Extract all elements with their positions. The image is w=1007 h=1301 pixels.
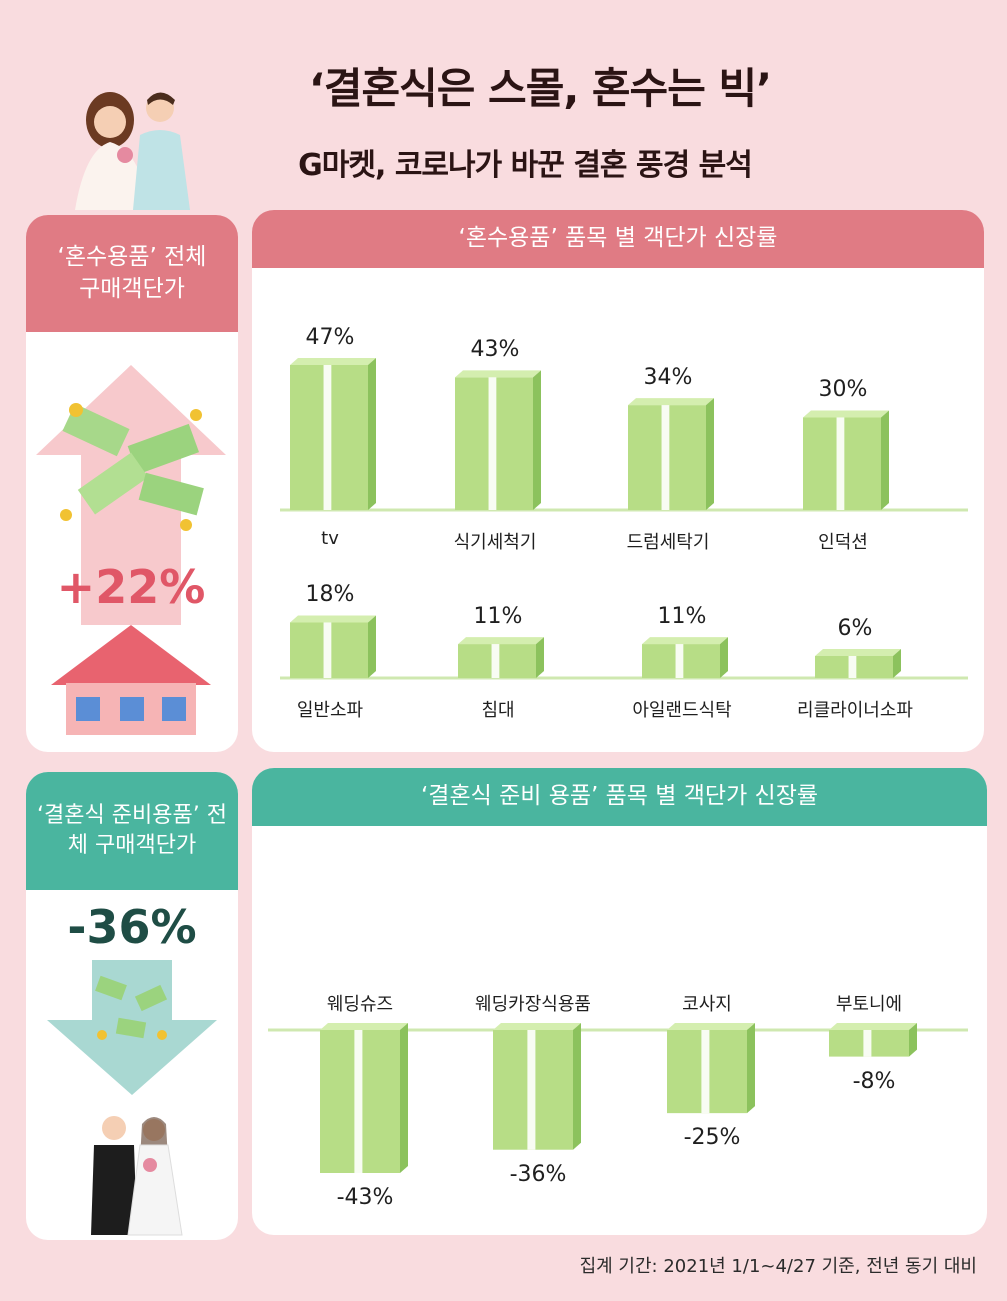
category-label-웨딩슈즈: 웨딩슈즈 (326, 994, 394, 1015)
honsu-items-header: ‘혼수용품’ 품목 별 객단가 신장률 (252, 210, 984, 268)
category-label-리클라이너소파: 리클라이너소파 (797, 700, 913, 721)
value-label-부토니에: -8% (852, 1068, 896, 1094)
value-label-드럼세탁기: 34% (643, 365, 693, 391)
total-honsu-value: +22% (56, 560, 206, 614)
total-wedding-prep-title: ‘결혼식 준비용품’ 전체 구매객단가 (37, 803, 227, 858)
honsu-chart (280, 358, 968, 680)
page-subtitle: G마켓, 코로나가 바꾼 결혼 풍경 분석 (298, 148, 753, 183)
bar-코사지 (667, 1023, 755, 1114)
value-label-tv: 47% (305, 325, 355, 350)
footer-note: 집계 기간: 2021년 1/1~4/27 기준, 전년 동기 대비 (579, 1256, 977, 1277)
bar-드럼세탁기 (628, 398, 714, 510)
value-label-웨딩카장식용품: -36% (509, 1161, 567, 1187)
bar-리클라이너소파 (815, 649, 901, 678)
bar-침대 (458, 637, 544, 678)
honsu-chart-title: ‘혼수용품’ 품목 별 객단가 신장률 (458, 225, 778, 252)
total-honsu-title: ‘혼수용품’ 전체 구매객단가 (57, 244, 207, 302)
value-label-웨딩슈즈: -43% (336, 1185, 394, 1210)
up-arrow-money-illustration (36, 365, 226, 735)
value-label-일반소파: 18% (305, 582, 355, 608)
category-label-부토니에: 부토니에 (835, 994, 903, 1015)
bar-웨딩카장식용품 (493, 1023, 581, 1150)
total-honsu-header: ‘혼수용품’ 전체 구매객단가 (26, 215, 238, 332)
page-title: ‘결혼식은 스몰, 혼수는 빅’ (308, 64, 772, 113)
category-label-tv: tv (321, 528, 339, 549)
bar-웨딩슈즈 (320, 1023, 408, 1173)
total-wedding-prep-header: ‘결혼식 준비용품’ 전체 구매객단가 (26, 772, 238, 890)
category-label-일반소파: 일반소파 (296, 700, 364, 721)
total-wedding-prep-value: -36% (67, 900, 197, 954)
category-label-인덕션: 인덕션 (818, 532, 868, 553)
value-label-식기세척기: 43% (470, 337, 520, 363)
bar-부토니에 (829, 1023, 917, 1057)
wedding-couple-illustration (75, 92, 190, 210)
wedding-prep-chart-title: ‘결혼식 준비 용품’ 품목 별 객단가 신장률 (420, 783, 819, 810)
value-label-아일랜드식탁: 11% (657, 604, 707, 630)
bar-아일랜드식탁 (642, 637, 728, 678)
value-label-침대: 11% (473, 604, 523, 630)
value-label-리클라이너소파: 6% (837, 616, 873, 641)
bar-tv (290, 358, 376, 510)
category-label-아일랜드식탁: 아일랜드식탁 (632, 700, 732, 721)
category-label-코사지: 코사지 (682, 994, 732, 1015)
value-label-코사지: -25% (683, 1125, 741, 1151)
category-label-드럼세탁기: 드럼세탁기 (626, 532, 710, 553)
category-label-침대: 침대 (481, 700, 515, 721)
category-label-웨딩카장식용품: 웨딩카장식용품 (475, 994, 591, 1015)
value-label-인덕션: 30% (818, 377, 868, 403)
bar-일반소파 (290, 615, 376, 678)
down-arrow-money-illustration (47, 960, 217, 1236)
category-label-식기세척기: 식기세척기 (453, 532, 537, 553)
bar-인덕션 (803, 410, 889, 510)
wedding-prep-chart (268, 1023, 968, 1173)
bar-식기세척기 (455, 370, 541, 510)
wedding-prep-items-header: ‘결혼식 준비 용품’ 품목 별 객단가 신장률 (252, 768, 987, 826)
